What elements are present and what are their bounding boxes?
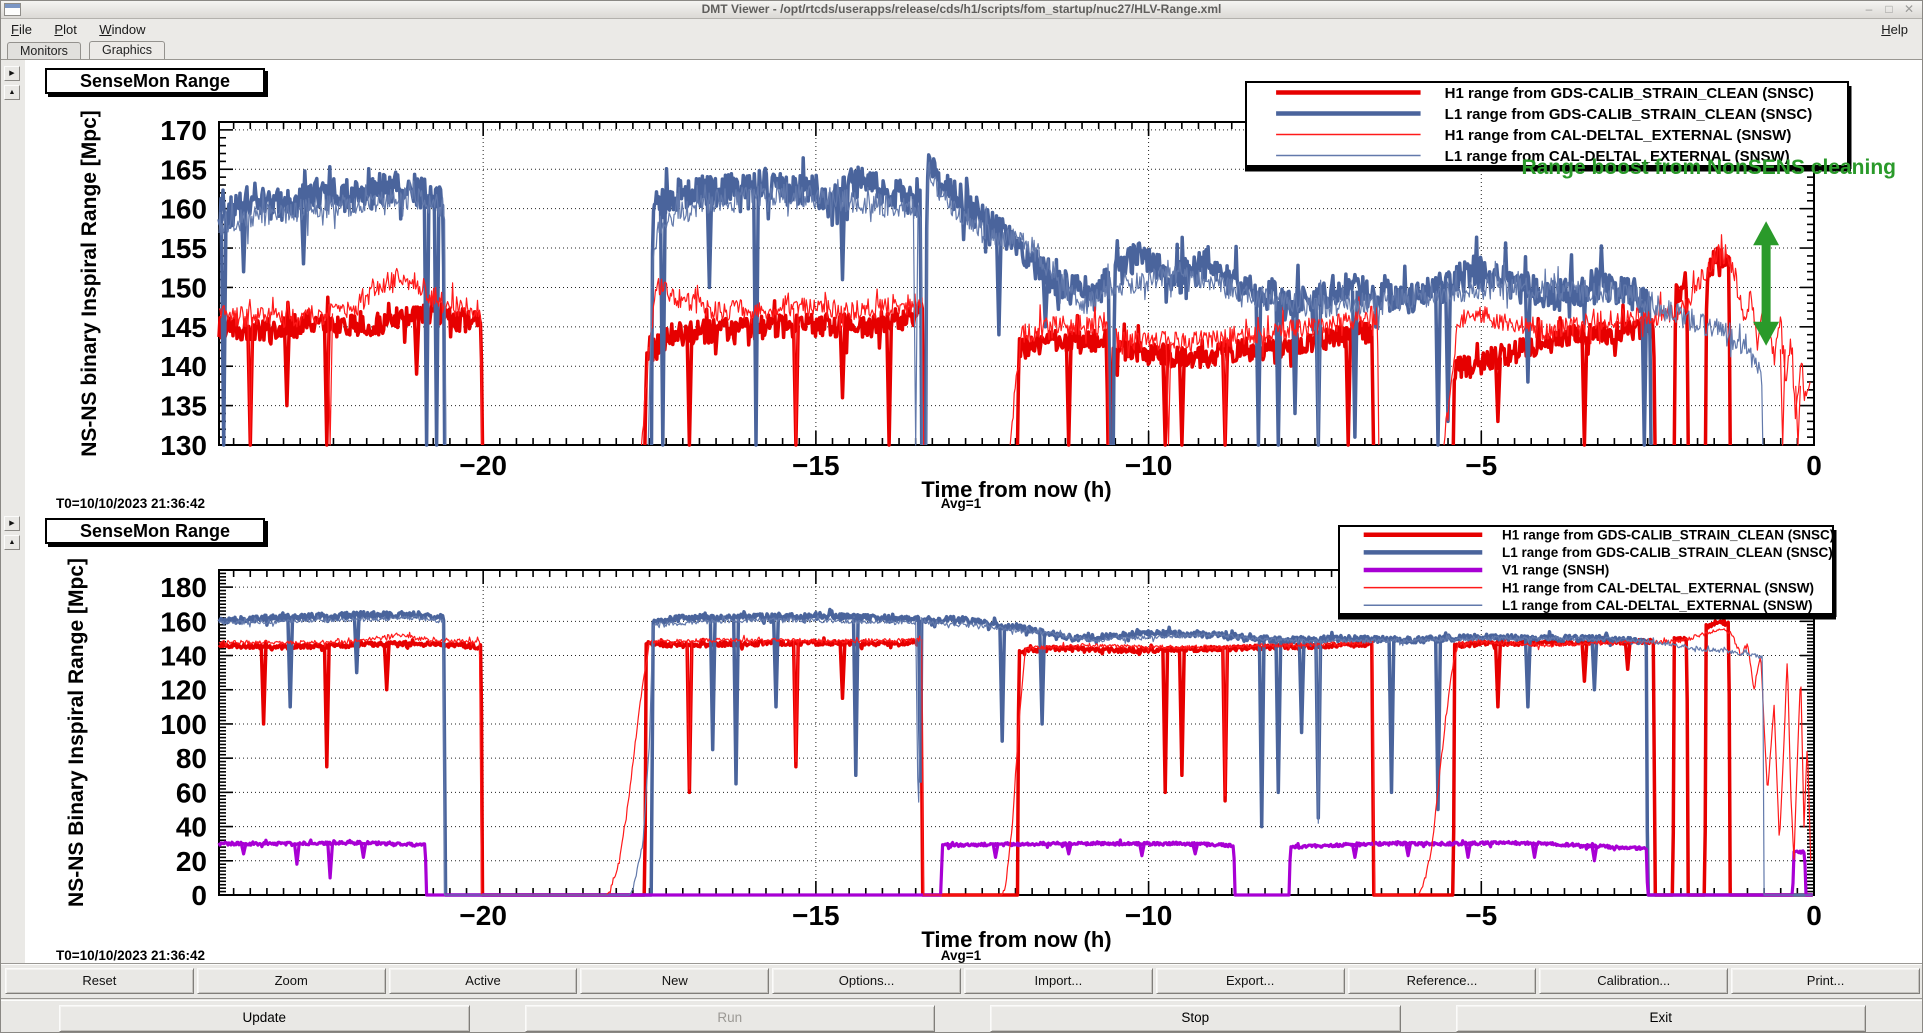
svg-text:V1 range (SNSH): V1 range (SNSH) [1502,563,1609,578]
import-button[interactable]: Import... [963,968,1153,994]
active-button[interactable]: Active [388,968,578,994]
svg-text:−20: −20 [459,900,507,931]
window-title: DMT Viewer - /opt/rtcds/userapps/release… [701,2,1222,16]
bottom-plot-title: SenseMon Range [45,518,265,544]
svg-text:NS-NS binary Inspiral Range [M: NS-NS binary Inspiral Range [Mpc] [78,110,101,457]
svg-text:150: 150 [160,272,207,303]
window-icon [4,3,21,16]
menu-file[interactable]: File [11,22,32,37]
svg-text:145: 145 [160,312,207,343]
svg-text:20: 20 [176,846,207,877]
svg-text:−20: −20 [459,450,507,481]
svg-text:−15: −15 [792,900,840,931]
dock-detach-icon[interactable]: ▶ [4,66,20,81]
svg-text:160: 160 [160,194,207,225]
maximize-icon[interactable]: □ [1885,2,1893,16]
svg-text:−10: −10 [1125,450,1173,481]
menu-help[interactable]: Help [1881,22,1908,37]
run-button[interactable]: Run [524,1005,935,1032]
print-button[interactable]: Print... [1731,968,1920,994]
t0-timestamp: T0=10/10/2023 21:36:42 [56,948,205,963]
toolbar-separator [1,998,1922,1001]
svg-text:L1 range from CAL-DELTAL_EXTER: L1 range from CAL-DELTAL_EXTERNAL (SNSW) [1445,148,1790,165]
top-plot-title: SenseMon Range [45,68,265,94]
exit-button[interactable]: Exit [1455,1005,1866,1032]
avg-label: Avg=1 [940,496,982,511]
update-button[interactable]: Update [59,1005,470,1032]
svg-text:130: 130 [160,430,207,461]
svg-text:Range boost from NonSENS clean: Range boost from NonSENS cleaning [1521,156,1896,179]
svg-text:140: 140 [160,351,207,382]
bottom-toolbar: Reset Zoom Active New Options... Import.… [1,963,1922,1032]
tab-monitors[interactable]: Monitors [7,42,81,59]
svg-text:180: 180 [160,572,207,603]
svg-text:H1 range from CAL-DELTAL_EXTER: H1 range from CAL-DELTAL_EXTERNAL (SNSW) [1445,127,1792,144]
svg-text:0: 0 [1806,900,1822,931]
svg-text:170: 170 [160,115,207,146]
menu-plot[interactable]: Plot [54,22,77,37]
svg-text:135: 135 [160,391,207,422]
svg-text:0: 0 [191,880,207,911]
svg-text:L1 range from GDS-CALIB_STRAIN: L1 range from GDS-CALIB_STRAIN_CLEAN (SN… [1445,106,1813,123]
svg-text:H1 range from CAL-DELTAL_EXTER: H1 range from CAL-DELTAL_EXTERNAL (SNSW) [1502,580,1814,595]
menu-bar: File Plot Window Help [1,20,1922,41]
dock-collapse-icon[interactable]: ▲ [4,535,20,550]
new-button[interactable]: New [580,968,770,994]
svg-text:Time from now (h): Time from now (h) [921,477,1111,502]
avg-label: Avg=1 [940,948,982,963]
t0-timestamp: T0=10/10/2023 21:36:42 [56,496,205,511]
reference-button[interactable]: Reference... [1347,968,1537,994]
svg-text:165: 165 [160,154,207,185]
bottom-plot-panel: ▶ ▲ SenseMon Range −20 −15 −10 −5 0 0 20 40 60 80… [1,510,1922,964]
svg-text:120: 120 [160,675,207,706]
svg-text:140: 140 [160,641,207,672]
dock-strip [1,60,25,964]
calibration-button[interactable]: Calibration... [1539,968,1729,994]
svg-text:155: 155 [160,233,207,264]
svg-text:60: 60 [176,777,207,808]
menu-window[interactable]: Window [99,22,146,37]
senseMon-range-chart-bottom: −20 −15 −10 −5 0020406080100120140160180Time… [65,525,1837,952]
title-bar[interactable]: DMT Viewer - /opt/rtcds/userapps/release… [1,1,1922,19]
zoom-button[interactable]: Zoom [196,968,386,994]
tab-bar: Monitors Graphics [1,41,1922,59]
options-button[interactable]: Options... [772,968,961,994]
senseMon-range-chart-top: −20 −15 −10 −5 0 130 135 140 145 150 155 160 165 170 T… [78,81,1896,502]
svg-text:160: 160 [160,606,207,637]
stop-button[interactable]: Stop [990,1005,1401,1032]
svg-text:80: 80 [176,743,207,774]
tab-graphics[interactable]: Graphics [89,41,166,59]
reset-button[interactable]: Reset [5,968,194,994]
svg-text:NS-NS Binary Inspiral Range [M: NS-NS Binary Inspiral Range [Mpc] [65,558,88,907]
top-plot-panel: ▶ ▲ SenseMon Range −20 −15 −10 −5 0 130 135 140… [1,60,1922,511]
svg-text:40: 40 [176,812,207,843]
plot-area: ▶ ▲ SenseMon Range −20 −15 −10 −5 0 130 135 140… [1,59,1922,964]
svg-text:−10: −10 [1125,900,1173,931]
svg-text:0: 0 [1806,450,1822,481]
dock-detach-icon[interactable]: ▶ [4,516,20,531]
svg-text:100: 100 [160,709,207,740]
svg-text:L1 range from GDS-CALIB_STRAIN: L1 range from GDS-CALIB_STRAIN_CLEAN (SN… [1502,545,1833,560]
svg-text:L1 range from CAL-DELTAL_EXTER: L1 range from CAL-DELTAL_EXTERNAL (SNSW) [1502,598,1813,613]
close-icon[interactable]: ✕ [1903,2,1915,16]
svg-text:H1 range from GDS-CALIB_STRAIN: H1 range from GDS-CALIB_STRAIN_CLEAN (SN… [1502,528,1834,543]
svg-text:−15: −15 [792,450,840,481]
svg-text:H1 range from GDS-CALIB_STRAIN: H1 range from GDS-CALIB_STRAIN_CLEAN (SN… [1445,85,1814,102]
svg-text:Time from now (h): Time from now (h) [921,927,1111,952]
svg-text:−5: −5 [1465,900,1497,931]
dock-collapse-icon[interactable]: ▲ [4,85,20,100]
svg-text:−5: −5 [1465,450,1497,481]
export-button[interactable]: Export... [1155,968,1345,994]
minimize-icon[interactable]: – [1865,2,1873,16]
